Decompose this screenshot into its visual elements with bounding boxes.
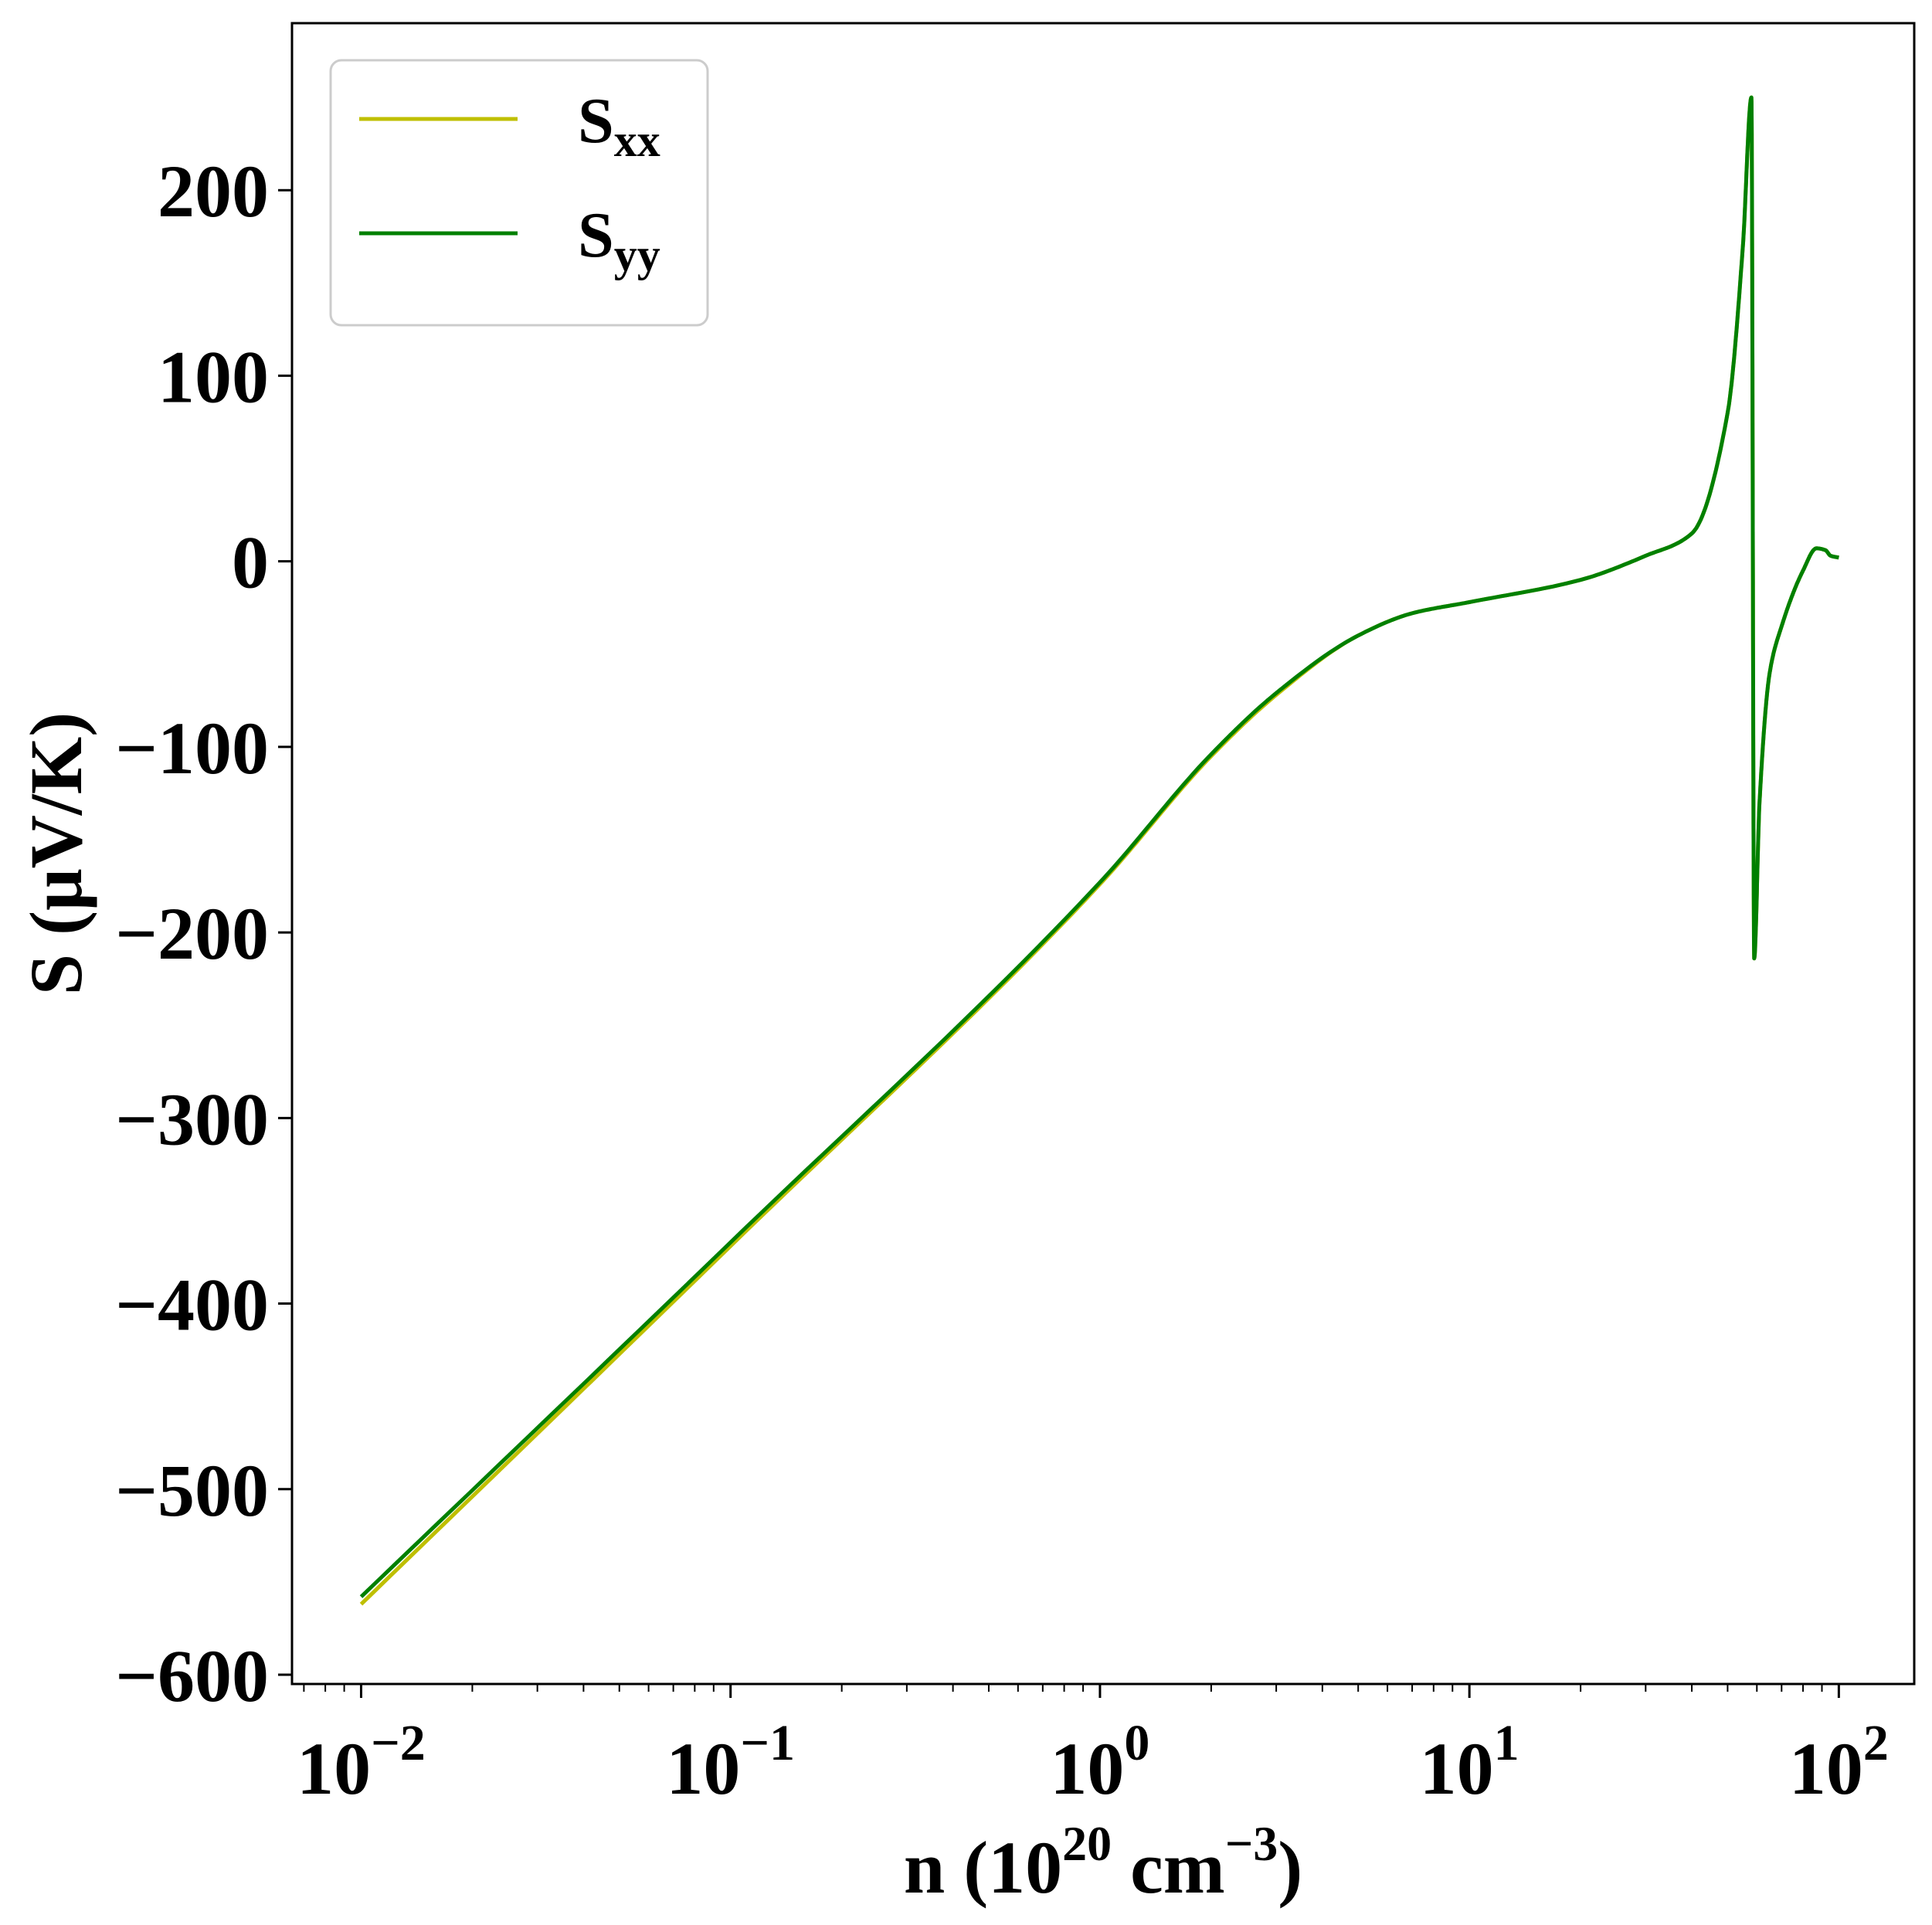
legend-label-syy: Syy	[578, 199, 660, 280]
series-line-syy	[359, 95, 1841, 1598]
x-tick-label: 10−2	[297, 1715, 426, 1810]
y-tick-label: −600	[115, 1635, 269, 1717]
x-tick-label: 10−1	[666, 1715, 795, 1810]
x-tick-label: 101	[1420, 1715, 1519, 1810]
x-tick-label: 102	[1789, 1715, 1889, 1810]
y-tick-label: 200	[158, 150, 269, 233]
x-axis-ticks: 10−2 10−1 100 101 102	[297, 1684, 1889, 1810]
legend: Sxx Syy	[329, 59, 709, 327]
y-tick-label: 100	[158, 335, 269, 418]
y-axis-label: S (μV/K)	[15, 712, 97, 995]
legend-box	[329, 59, 709, 327]
y-tick-label: −300	[115, 1078, 269, 1160]
plot-frame	[290, 22, 1916, 1686]
y-tick-label: −200	[115, 892, 269, 975]
series-layer	[359, 95, 1841, 1606]
legend-label-sxx: Sxx	[578, 85, 660, 166]
y-tick-label: −500	[115, 1449, 269, 1532]
y-axis-ticks: 200 100 0 −100 −200 −300 −400 −500 −600	[115, 150, 292, 1717]
y-tick-label: −100	[115, 707, 269, 789]
x-tick-label: 100	[1050, 1715, 1149, 1810]
y-tick-label: −400	[115, 1264, 269, 1346]
y-tick-label: 0	[232, 521, 269, 604]
x-axis-label: n (1020 cm−3)	[904, 1816, 1302, 1909]
